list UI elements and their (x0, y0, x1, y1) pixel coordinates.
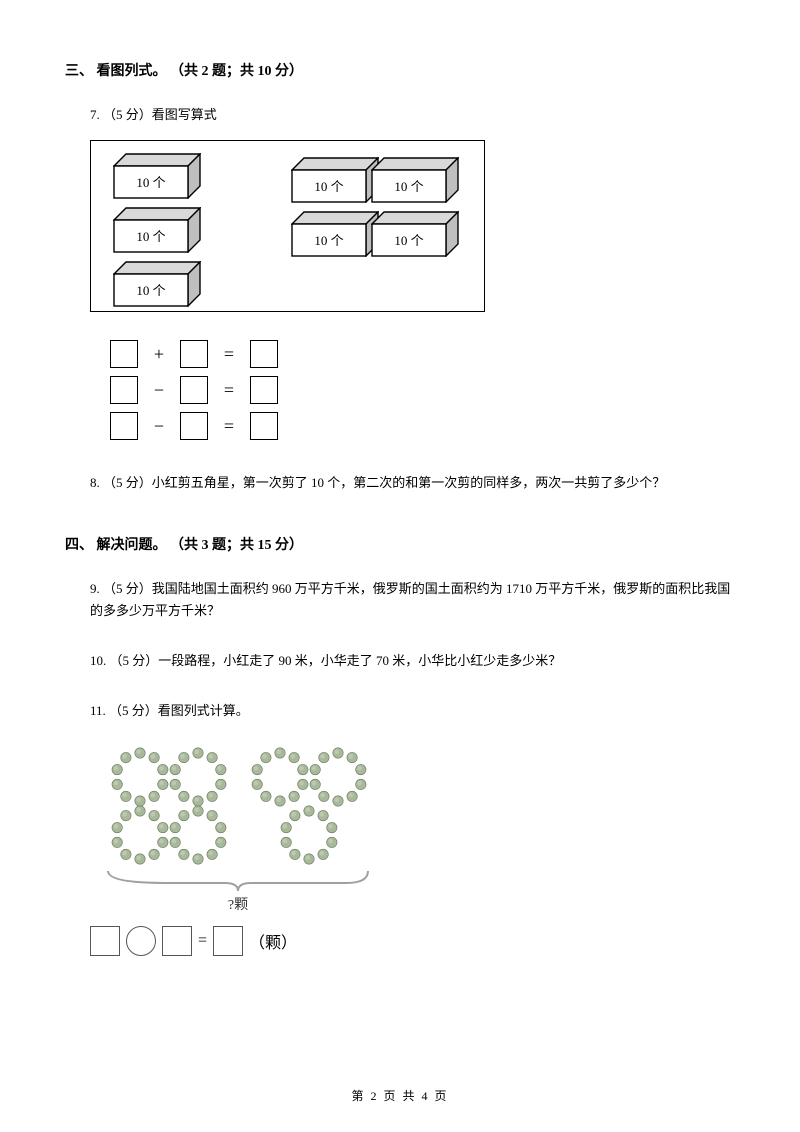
answer-box-3 (213, 926, 243, 956)
q11-figure: ?颗 (90, 737, 735, 912)
svg-text:10 个: 10 个 (314, 179, 343, 194)
svg-text:?颗: ?颗 (228, 898, 248, 912)
eq-op: + (152, 344, 166, 365)
question-9: 9. （5 分）我国陆地国土面积约 960 万平方千米，俄罗斯的国土面积约为 1… (65, 578, 735, 622)
page-footer: 第 2 页 共 4 页 (0, 1087, 800, 1104)
eq-box (180, 340, 208, 368)
q7-figure: 10 个 10 个 10 个 10 个 10 个 10 个 10 个 (90, 140, 485, 312)
box-10: 10 个 (113, 153, 201, 199)
eq-box (180, 412, 208, 440)
eq-box (110, 412, 138, 440)
box-10: 10 个 (371, 157, 459, 203)
box-10: 10 个 (291, 211, 379, 257)
eq-box (110, 340, 138, 368)
box-10: 10 个 (371, 211, 459, 257)
box-10: 10 个 (291, 157, 379, 203)
equation-row: − = (110, 372, 735, 408)
svg-text:10 个: 10 个 (136, 229, 165, 244)
question-8: 8. （5 分）小红剪五角星，第一次剪了 10 个，第二次的和第一次剪的同样多，… (65, 472, 735, 494)
eq-op: − (152, 380, 166, 401)
section-3-header: 三、 看图列式。 （共 2 题；共 10 分） (65, 60, 735, 80)
box-10: 10 个 (113, 207, 201, 253)
equals-sign: = (198, 932, 207, 950)
answer-box-2 (162, 926, 192, 956)
eq-op: − (152, 416, 166, 437)
question-7: 7. （5 分）看图写算式 (65, 104, 735, 126)
eq-box (250, 340, 278, 368)
answer-circle-op (126, 926, 156, 956)
q7-equations: + = − = − = (110, 336, 735, 444)
eq-box (180, 376, 208, 404)
svg-text:10 个: 10 个 (314, 233, 343, 248)
section-4-header: 四、 解决问题。 （共 3 题；共 15 分） (65, 534, 735, 554)
q11-answer-line: = （颗） (90, 926, 735, 956)
equation-row: − = (110, 408, 735, 444)
svg-text:10 个: 10 个 (394, 179, 423, 194)
eq-equals: = (222, 380, 236, 401)
svg-text:10 个: 10 个 (136, 175, 165, 190)
eq-equals: = (222, 344, 236, 365)
answer-box-1 (90, 926, 120, 956)
eq-box (250, 376, 278, 404)
eq-box (250, 412, 278, 440)
question-11: 11. （5 分）看图列式计算。 (65, 700, 735, 722)
answer-unit: （颗） (249, 929, 297, 953)
svg-text:10 个: 10 个 (136, 283, 165, 298)
equation-row: + = (110, 336, 735, 372)
eq-equals: = (222, 416, 236, 437)
eq-box (110, 376, 138, 404)
question-10: 10. （5 分）一段路程，小红走了 90 米，小华走了 70 米，小华比小红少… (65, 650, 735, 672)
svg-text:10 个: 10 个 (394, 233, 423, 248)
box-10: 10 个 (113, 261, 201, 307)
